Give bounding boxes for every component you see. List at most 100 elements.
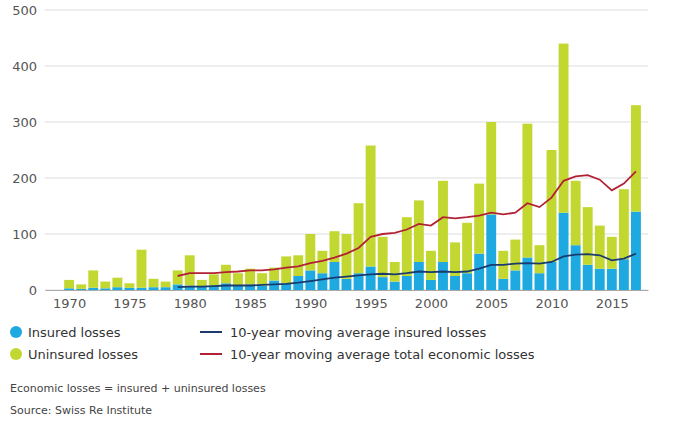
x-tick: 1990 [294,290,327,311]
bar [366,266,376,290]
y-tick-label: 200 [12,171,37,186]
legend-item: Uninsured losses [10,347,138,362]
bar [619,189,629,259]
legend-label: 10-year moving average total economic lo… [230,347,535,362]
legend-marker [10,326,22,338]
legend-label: 10-year moving average insured losses [230,325,486,340]
bar [354,203,364,273]
x-tick: 1980 [174,290,207,311]
bar [342,279,352,290]
bar [583,207,593,265]
bar [559,213,569,290]
y-tick-label: 100 [12,227,37,242]
bar [595,226,605,269]
y-axis: 0 100 200 300 400 500 [12,3,45,298]
x-tick-label: 1995 [355,296,388,311]
x-axis: 1970197519801985199019952000200520102015 [46,290,649,311]
bar [438,262,448,290]
bar [137,250,147,288]
x-tick: 1985 [234,290,267,311]
legend-item: 10-year moving average insured losses [200,325,486,340]
bar [221,265,231,283]
x-tick-label: 1990 [294,296,327,311]
bar [583,265,593,290]
bar [535,245,545,273]
bar [438,181,448,262]
grid-line [45,66,648,67]
bar [100,288,110,290]
bar [209,274,219,285]
y-tick: 200 [12,171,45,186]
y-tick-label: 0 [29,283,37,298]
y-tick: 0 [29,283,45,298]
bar [450,242,460,276]
bar [414,200,424,262]
bar [547,150,557,262]
bar [631,105,641,211]
x-tick-label: 1985 [234,296,267,311]
x-tick: 2005 [475,290,508,311]
x-tick-label: 2000 [415,296,448,311]
annotation: Economic losses = insured + uninsured lo… [10,382,266,395]
bar [76,289,86,290]
bar [161,287,171,290]
y-tick: 500 [12,3,45,18]
x-tick: 1970 [53,290,86,311]
y-tick: 300 [12,115,45,130]
legend-marker [200,331,222,333]
legend-label: Uninsured losses [28,347,138,362]
legend-item: 10-year moving average total economic lo… [200,347,535,362]
y-tick: 100 [12,227,45,242]
bar [64,288,74,290]
bar [402,217,412,276]
y-tick-label: 400 [12,59,37,74]
x-tick-label: 2010 [535,296,568,311]
bar [510,270,520,290]
y-tick-label: 500 [12,3,37,18]
grid-line [45,10,648,11]
bar [535,273,545,290]
y-tick-label: 300 [12,115,37,130]
x-tick: 1975 [113,290,146,311]
bar [522,124,532,258]
bar [221,283,231,290]
annotation: Source: Swiss Re Institute [10,404,152,417]
x-tick-label: 1975 [113,296,146,311]
bar [571,181,581,245]
bar [631,212,641,290]
bar [88,270,98,287]
bar [510,240,520,271]
x-tick: 1995 [355,290,388,311]
grid-line [45,122,648,123]
bar [462,223,472,273]
bar [112,287,122,290]
bar [100,282,110,289]
grid-line [45,178,648,179]
x-tick-label: 1970 [53,296,86,311]
x-tick-label: 2005 [475,296,508,311]
bar [281,256,291,283]
bar [317,273,327,290]
bar [547,262,557,290]
x-axis-line [46,290,649,291]
bar [112,278,122,288]
bar [173,270,183,284]
bar [64,280,74,288]
bar [88,288,98,290]
bar [426,280,436,290]
bar [426,251,436,280]
legend-marker [200,353,222,355]
bar [414,262,424,290]
bar [124,283,134,287]
legend: Insured losses Uninsured losses 10-year mo… [10,325,535,362]
bar [257,286,267,290]
bar [390,262,400,282]
bar [257,273,267,285]
bar [474,254,484,290]
bar [474,184,484,254]
bar [486,214,496,290]
bar [76,284,86,288]
bar [233,273,243,285]
bar [462,273,472,290]
legend-item: Insured losses [10,325,121,340]
